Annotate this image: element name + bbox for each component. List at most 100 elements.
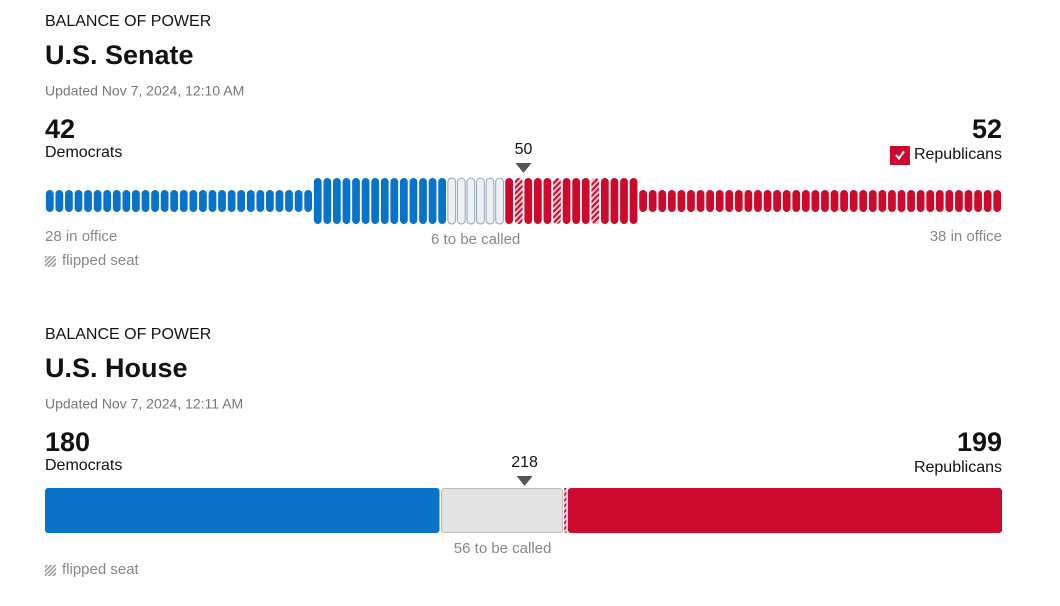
seat <box>907 190 915 212</box>
uncalled <box>447 177 504 225</box>
seat <box>55 190 64 212</box>
seat <box>399 178 408 224</box>
legend-label: flipped seat <box>62 252 140 269</box>
dem-block <box>45 488 440 533</box>
seat <box>495 177 504 225</box>
seat <box>208 190 217 212</box>
seat <box>285 190 293 212</box>
seat <box>964 190 973 212</box>
seat <box>600 178 609 224</box>
dem-total: 180 <box>45 427 90 457</box>
seat <box>246 190 255 212</box>
seat <box>333 178 341 224</box>
rep-flipped <box>564 488 567 533</box>
seat <box>878 190 887 212</box>
seat <box>74 190 83 212</box>
seat <box>514 178 523 224</box>
seat <box>352 178 360 224</box>
seat <box>179 190 188 212</box>
seat <box>572 178 581 224</box>
seat <box>266 190 274 212</box>
uncalled-label: 56 to be called <box>454 540 552 557</box>
seat <box>132 190 140 212</box>
seat <box>103 190 112 212</box>
seat <box>677 190 686 212</box>
seat <box>151 190 159 212</box>
seat <box>65 190 73 212</box>
seat <box>447 177 457 225</box>
seat <box>524 178 533 224</box>
majority-marker <box>515 163 532 173</box>
seat <box>639 190 648 212</box>
seat <box>935 190 944 212</box>
dem-total: 42 <box>45 114 75 144</box>
legend-swatch <box>45 565 56 576</box>
seat <box>112 190 121 212</box>
chart-title: U.S. House <box>45 353 188 383</box>
rep-in-office <box>639 190 1002 212</box>
seat <box>476 177 485 225</box>
seat <box>380 178 389 224</box>
seat <box>45 190 54 212</box>
seat <box>189 190 198 212</box>
rep-block <box>567 488 1002 533</box>
kicker: BALANCE OF POWER <box>45 326 211 343</box>
seat <box>456 177 466 225</box>
seat <box>581 178 590 224</box>
seat <box>926 190 935 212</box>
uncalled-label: 6 to be called <box>431 231 520 248</box>
seat <box>792 190 801 212</box>
seat <box>438 178 447 224</box>
legend-swatch <box>45 256 56 267</box>
rep-name: Republicans <box>914 459 1002 476</box>
chart-title: U.S. Senate <box>45 40 194 70</box>
seat <box>361 178 370 224</box>
dem-won <box>313 178 447 224</box>
seat <box>553 178 561 224</box>
seat <box>466 177 476 225</box>
seat <box>916 190 925 212</box>
seat <box>648 190 657 212</box>
seat <box>342 178 351 224</box>
seat <box>696 190 705 212</box>
seat <box>888 190 896 212</box>
seat <box>725 190 734 212</box>
seat <box>256 190 265 212</box>
seat <box>763 190 772 212</box>
seat <box>868 190 877 212</box>
dem-in-office <box>45 190 313 212</box>
seat <box>218 190 226 212</box>
kicker: BALANCE OF POWER <box>45 13 211 30</box>
updated-time: Updated Nov 7, 2024, 12:11 AM <box>45 396 243 412</box>
rep-total: 52 <box>972 114 1002 144</box>
updated-time: Updated Nov 7, 2024, 12:10 AM <box>45 83 244 99</box>
seat <box>801 190 810 212</box>
seat <box>734 190 743 212</box>
seat <box>849 190 858 212</box>
dem-name: Democrats <box>45 457 122 474</box>
seat <box>830 190 839 212</box>
legend-label: flipped seat <box>62 561 140 578</box>
seat <box>974 190 982 212</box>
seat <box>409 178 418 224</box>
seat <box>620 178 628 224</box>
majority-marker <box>516 476 533 486</box>
seat <box>782 190 791 212</box>
seat <box>390 178 399 224</box>
rep-won <box>505 178 638 224</box>
seat <box>371 178 380 224</box>
seat <box>821 190 829 212</box>
majority-label: 50 <box>515 141 533 158</box>
seat <box>859 190 868 212</box>
majority-label: 218 <box>511 454 538 471</box>
rep-in-office-label: 38 in office <box>930 228 1002 245</box>
seat <box>294 190 303 212</box>
seat <box>667 190 676 212</box>
seat <box>199 190 207 212</box>
seat <box>419 178 427 224</box>
seat <box>687 190 695 212</box>
seat <box>562 178 571 224</box>
seat <box>706 190 714 212</box>
seat <box>227 190 236 212</box>
